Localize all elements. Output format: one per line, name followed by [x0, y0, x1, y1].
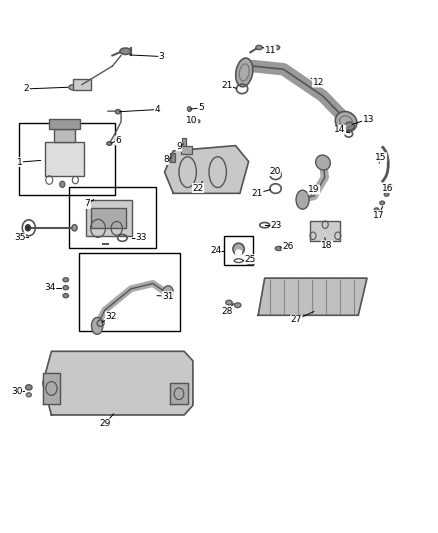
Text: 12: 12	[313, 78, 324, 87]
Text: 21: 21	[251, 189, 263, 198]
Bar	[45, 142, 84, 176]
Ellipse shape	[63, 286, 69, 290]
Bar	[19, 123, 115, 195]
Text: 28: 28	[221, 306, 233, 316]
Text: 15: 15	[375, 153, 387, 162]
Bar	[69, 187, 156, 248]
Ellipse shape	[275, 246, 283, 251]
Ellipse shape	[187, 107, 191, 111]
Bar	[170, 153, 176, 162]
Bar	[183, 138, 186, 150]
Text: 27: 27	[291, 315, 302, 324]
Text: 9: 9	[176, 142, 182, 151]
Text: 25: 25	[245, 255, 256, 264]
Polygon shape	[170, 383, 187, 405]
Polygon shape	[258, 278, 367, 316]
Ellipse shape	[345, 122, 354, 130]
Bar	[181, 146, 191, 154]
Bar	[53, 128, 75, 142]
Ellipse shape	[256, 45, 262, 50]
Ellipse shape	[273, 45, 280, 50]
Text: 4: 4	[154, 105, 160, 114]
Text: 2: 2	[24, 84, 29, 93]
Ellipse shape	[191, 119, 200, 123]
Polygon shape	[43, 351, 193, 415]
Ellipse shape	[316, 155, 330, 170]
Text: 22: 22	[192, 183, 204, 192]
Bar	[49, 119, 80, 128]
Text: 24: 24	[210, 246, 221, 255]
Ellipse shape	[380, 201, 385, 205]
Text: 1: 1	[17, 158, 22, 166]
Bar	[311, 221, 340, 241]
Text: 23: 23	[271, 221, 282, 230]
Ellipse shape	[69, 85, 78, 90]
Ellipse shape	[236, 250, 242, 256]
Text: 17: 17	[373, 211, 385, 220]
Ellipse shape	[120, 48, 131, 54]
Text: 5: 5	[198, 103, 204, 112]
Bar	[86, 200, 132, 236]
Text: 16: 16	[382, 183, 394, 192]
Ellipse shape	[336, 111, 357, 132]
Text: 34: 34	[44, 283, 56, 292]
Text: 31: 31	[162, 292, 173, 301]
Polygon shape	[43, 373, 60, 405]
Text: 13: 13	[363, 115, 374, 124]
Ellipse shape	[233, 243, 244, 255]
Ellipse shape	[63, 294, 69, 298]
Ellipse shape	[72, 224, 77, 231]
Circle shape	[60, 181, 65, 188]
Text: 20: 20	[269, 166, 280, 175]
Ellipse shape	[25, 385, 32, 390]
Text: 21: 21	[221, 80, 233, 90]
Bar	[79, 253, 180, 331]
Ellipse shape	[236, 58, 253, 87]
Ellipse shape	[388, 184, 393, 188]
Ellipse shape	[234, 303, 241, 308]
Text: 7: 7	[85, 199, 90, 208]
Ellipse shape	[26, 393, 32, 397]
Ellipse shape	[92, 317, 103, 334]
Polygon shape	[165, 146, 249, 193]
Text: 3: 3	[159, 52, 164, 61]
Ellipse shape	[116, 110, 120, 114]
Text: 6: 6	[115, 136, 121, 145]
Ellipse shape	[226, 300, 232, 305]
Ellipse shape	[384, 192, 389, 196]
Text: 19: 19	[308, 185, 320, 194]
Bar	[91, 208, 126, 228]
Text: 18: 18	[321, 241, 333, 250]
Bar	[73, 79, 91, 91]
Text: 30: 30	[11, 386, 22, 395]
Text: 32: 32	[106, 312, 117, 321]
Bar	[224, 236, 253, 265]
Text: 29: 29	[99, 419, 111, 428]
Text: 14: 14	[334, 125, 346, 134]
Ellipse shape	[296, 190, 309, 209]
Text: 33: 33	[136, 233, 147, 243]
Text: 8: 8	[163, 156, 169, 164]
Ellipse shape	[162, 286, 173, 300]
Ellipse shape	[63, 278, 69, 282]
Ellipse shape	[374, 208, 379, 212]
Text: 35: 35	[14, 233, 25, 242]
Circle shape	[25, 224, 31, 231]
Text: 26: 26	[282, 242, 293, 251]
Text: 10: 10	[186, 116, 198, 125]
Text: 11: 11	[265, 46, 276, 55]
Ellipse shape	[107, 142, 112, 146]
